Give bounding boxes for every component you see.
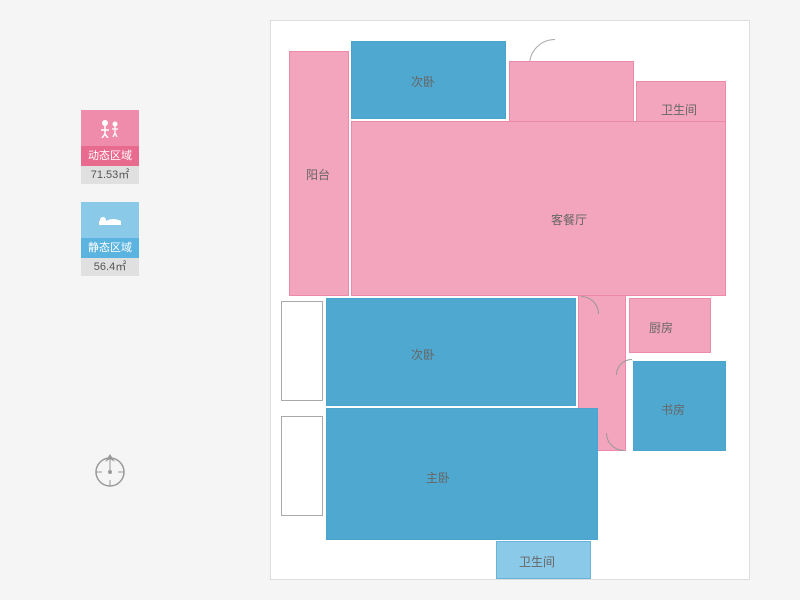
legend-static: 静态区域 56.4㎡ [75, 202, 145, 276]
room-bath2 [496, 541, 591, 579]
exterior-box-1 [281, 301, 323, 401]
room-master [326, 408, 598, 540]
door-arc-1 [581, 296, 599, 314]
legend-dynamic: 动态区域 71.53㎡ [75, 110, 145, 184]
legend-dynamic-title: 动态区域 [81, 146, 139, 166]
room-balcony [289, 51, 349, 296]
legend-static-value: 56.4㎡ [81, 258, 139, 276]
people-icon [81, 110, 139, 146]
compass-icon [90, 450, 130, 495]
room-bedroom2b [326, 298, 576, 406]
door-arc-3 [616, 359, 632, 375]
door-arc-2 [606, 433, 624, 451]
sleep-icon [81, 202, 139, 238]
room-living [351, 121, 726, 296]
room-bedroom2a [351, 41, 506, 119]
legend-static-title: 静态区域 [81, 238, 139, 258]
exterior-box-2 [281, 416, 323, 516]
room-kitchen [629, 298, 711, 353]
room-living-top [509, 61, 634, 123]
legend-dynamic-value: 71.53㎡ [81, 166, 139, 184]
floorplan: 阳台 次卧 卫生间 客餐厅 厨房 次卧 主卧 书房 卫生间 [270, 20, 750, 580]
room-study [633, 361, 726, 451]
legend-panel: 动态区域 71.53㎡ 静态区域 56.4㎡ [75, 110, 145, 294]
